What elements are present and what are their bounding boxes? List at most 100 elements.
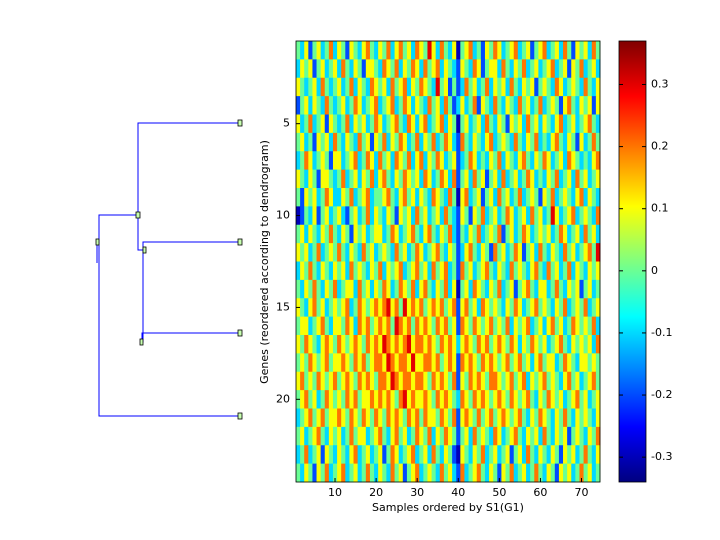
- heatmap-cell: [542, 390, 547, 409]
- heatmap-cell: [386, 169, 391, 189]
- heatmap-cell: [304, 390, 309, 409]
- heatmap-cell: [480, 59, 486, 79]
- heatmap-cell: [423, 41, 428, 60]
- heatmap-cell: [431, 353, 437, 373]
- heatmap-cell: [521, 59, 527, 79]
- heatmap-cell: [546, 390, 552, 409]
- heatmap-cell: [497, 224, 502, 244]
- heatmap-cell: [390, 335, 395, 354]
- heatmap-cell: [521, 298, 527, 318]
- heatmap-cell: [365, 224, 371, 244]
- heatmap-cell: [337, 77, 342, 97]
- heatmap-cell: [431, 408, 437, 428]
- heatmap-cell: [452, 371, 457, 391]
- heatmap-cell: [423, 353, 428, 373]
- heatmap-cell: [583, 77, 589, 97]
- heatmap-cell: [452, 426, 457, 446]
- heatmap-cell: [369, 41, 375, 60]
- heatmap-cell: [382, 224, 387, 244]
- heatmap-cell: [517, 279, 523, 299]
- heatmap-cell: [382, 151, 387, 171]
- heatmap-cell: [464, 77, 469, 97]
- heatmap-cell: [464, 298, 469, 318]
- heatmap-cell: [497, 371, 502, 391]
- x-tick-label: 20: [369, 486, 383, 499]
- heatmap-cell: [554, 261, 560, 281]
- heatmap-cell: [419, 224, 424, 244]
- heatmap-cell: [443, 316, 449, 336]
- heatmap-cell: [411, 335, 416, 354]
- heatmap-cell: [579, 188, 584, 207]
- heatmap-cell: [554, 298, 560, 318]
- heatmap-cell: [439, 114, 445, 134]
- heatmap-cell: [579, 96, 584, 115]
- heatmap-cell: [324, 77, 330, 97]
- heatmap-cell: [337, 188, 342, 207]
- heatmap-cell: [476, 261, 482, 281]
- heatmap-cell: [591, 188, 597, 207]
- heatmap-cell: [415, 463, 420, 483]
- heatmap-cell: [452, 316, 457, 336]
- heatmap-cell: [304, 224, 309, 244]
- heatmap-cell: [337, 298, 342, 318]
- heatmap-cell: [567, 59, 572, 79]
- heatmap-cell: [513, 298, 519, 318]
- heatmap-cell: [341, 335, 346, 354]
- heatmap-cell: [538, 445, 543, 465]
- heatmap-cell: [300, 243, 305, 262]
- heatmap-cell: [386, 224, 391, 244]
- heatmap-cell: [530, 371, 535, 391]
- heatmap-cell: [308, 316, 313, 336]
- heatmap-cell: [419, 243, 424, 262]
- heatmap-cell: [546, 298, 552, 318]
- heatmap-cell: [300, 132, 305, 152]
- heatmap-cell: [378, 169, 383, 189]
- heatmap-cell: [361, 261, 367, 281]
- heatmap-cell: [443, 353, 449, 373]
- x-tick-label: 60: [533, 486, 547, 499]
- heatmap-cell: [386, 445, 391, 465]
- heatmap-cell: [337, 151, 342, 171]
- heatmap-cell: [394, 279, 400, 299]
- heatmap-cell: [332, 261, 338, 281]
- heatmap-cell: [530, 224, 535, 244]
- heatmap-cell: [591, 353, 597, 373]
- heatmap-cell: [591, 279, 597, 299]
- heatmap-cell: [579, 335, 584, 354]
- heatmap-cell: [484, 353, 490, 373]
- heatmap-cell: [505, 224, 511, 244]
- heatmap-cell: [341, 206, 346, 226]
- heatmap-cell: [452, 224, 457, 244]
- heatmap-cell: [394, 408, 400, 428]
- heatmap-cell: [345, 224, 350, 244]
- heatmap-cell: [550, 463, 556, 483]
- heatmap-cell: [296, 279, 301, 299]
- heatmap-cell: [390, 59, 395, 79]
- heatmap-cell: [456, 371, 461, 391]
- heatmap-cell: [411, 169, 416, 189]
- heatmap-cell: [579, 206, 584, 226]
- heatmap-cell: [349, 114, 354, 134]
- heatmap-cell: [571, 261, 576, 281]
- heatmap-cell: [378, 408, 383, 428]
- heatmap-cell: [361, 298, 367, 318]
- heatmap-cell: [476, 151, 482, 171]
- heatmap-cell: [394, 316, 400, 336]
- heatmap-cell: [456, 206, 461, 226]
- heatmap-cell: [435, 169, 441, 189]
- heatmap-cell: [312, 224, 317, 244]
- heatmap-cell: [332, 41, 338, 60]
- heatmap-cell: [546, 243, 552, 262]
- heatmap-cell: [460, 298, 465, 318]
- heatmap-cell: [595, 41, 601, 60]
- heatmap-cell: [472, 169, 478, 189]
- heatmap-cell: [546, 59, 552, 79]
- heatmap-cell: [308, 59, 313, 79]
- heatmap-cell: [460, 243, 465, 262]
- heatmap-cell: [456, 445, 461, 465]
- heatmap-cell: [456, 132, 461, 152]
- heatmap-cell: [304, 261, 309, 281]
- heatmap-cell: [415, 151, 420, 171]
- heatmap-cell: [345, 41, 350, 60]
- heatmap-cell: [406, 132, 412, 152]
